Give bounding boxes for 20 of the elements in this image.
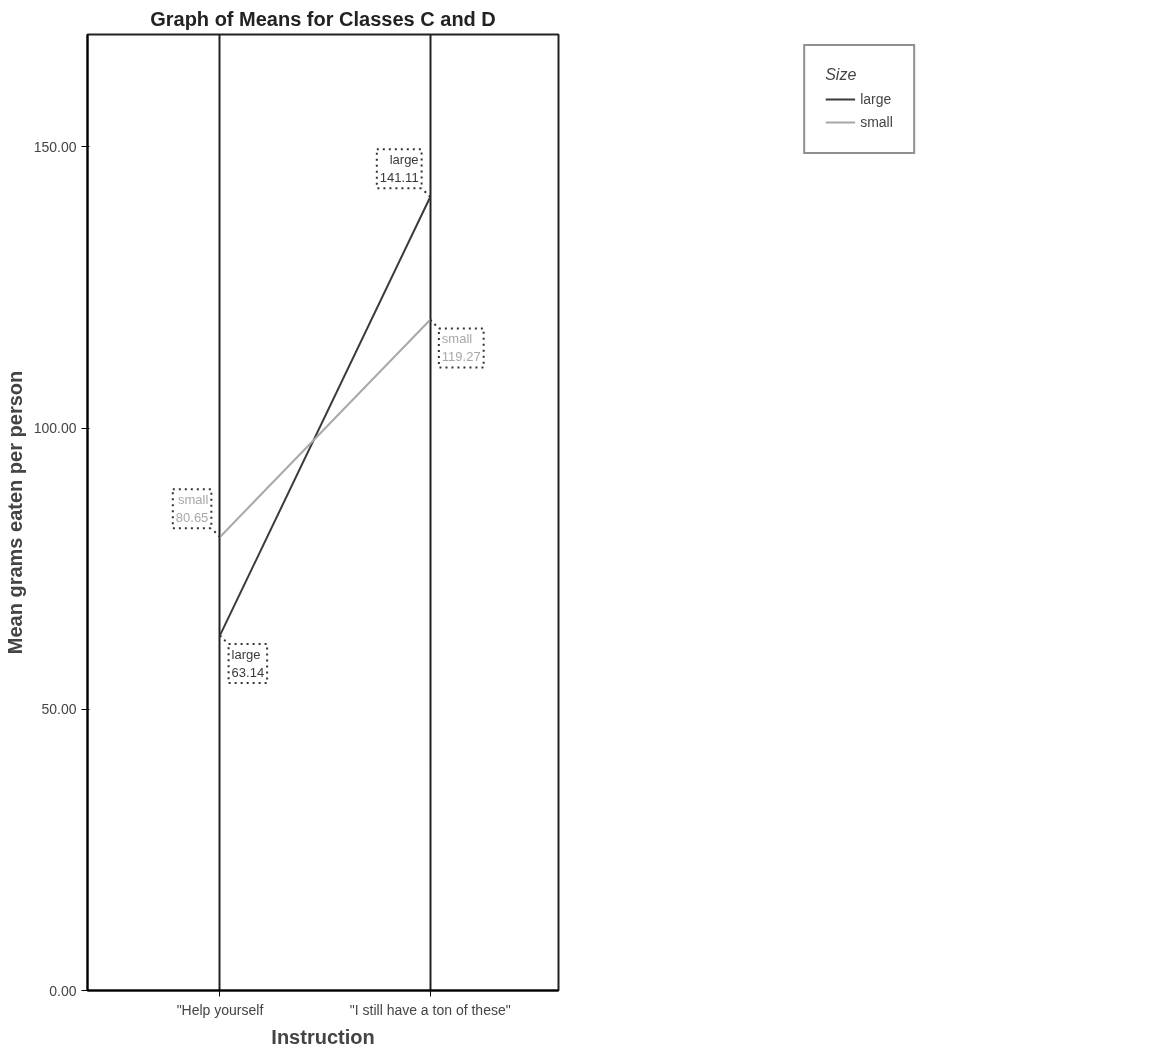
text: large (231, 647, 261, 663)
data-label: 141.11 (379, 170, 419, 186)
chart-title: Graph of Means for Classes C and D (150, 7, 496, 30)
y-tick-label: 50.00 (41, 701, 77, 718)
x-tick-label: "Help yourself (176, 1001, 264, 1018)
x-tick-label: "I still have a ton of these" (349, 1001, 511, 1018)
y-axis-title: Mean grams eaten per person (3, 370, 26, 655)
legend-title: Size (825, 66, 858, 84)
data-label: 63.14 (231, 665, 265, 681)
text: small (178, 492, 209, 508)
text: large (389, 152, 419, 168)
x-axis-title: Instruction (271, 1025, 375, 1048)
y-tick-label: 0.00 (49, 982, 77, 999)
y-tick-label: 150.00 (33, 138, 77, 155)
y-tick-label: 100.00 (33, 420, 77, 437)
legend-label: large (860, 91, 892, 107)
data-label: 80.65 (175, 510, 209, 526)
text: small (441, 331, 473, 347)
data-label: 119.27 (441, 349, 481, 365)
legend-label: small (860, 114, 893, 130)
